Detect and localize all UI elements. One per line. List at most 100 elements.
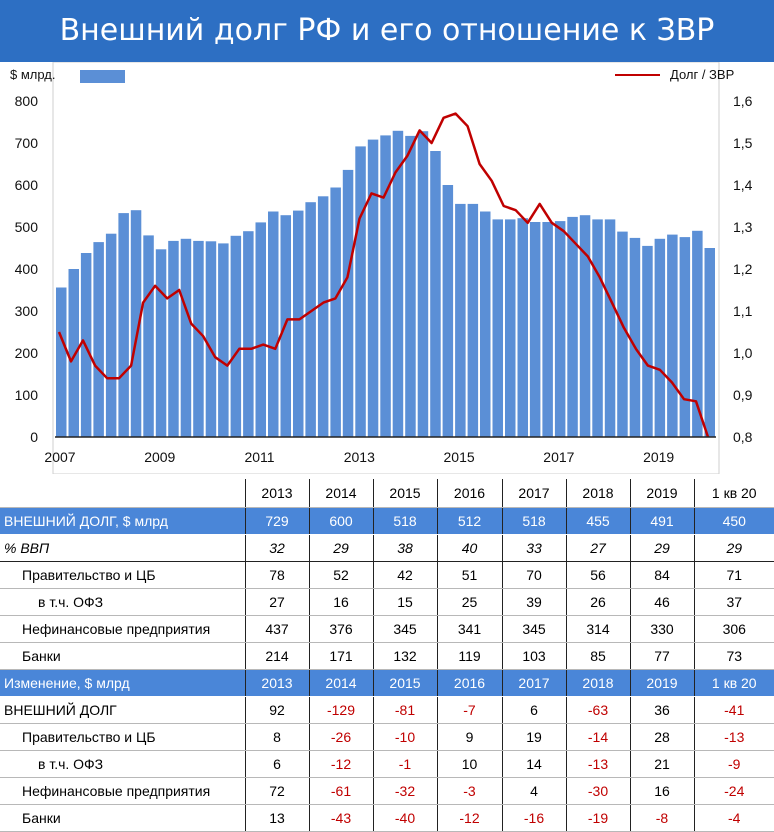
value-cell: -10 bbox=[372, 723, 437, 751]
row-label: Правительство и ЦБ bbox=[0, 561, 245, 589]
value-cell: 345 bbox=[372, 615, 437, 643]
chart-title: Внешний долг РФ и его отношение к ЗВР bbox=[59, 13, 715, 48]
bar bbox=[380, 135, 391, 437]
value-cell: 32 bbox=[244, 534, 309, 562]
row-label: Правительство и ЦБ bbox=[0, 723, 245, 751]
value-cell: 119 bbox=[436, 642, 502, 670]
value-cell: 19 bbox=[501, 723, 566, 751]
legend-bar-swatch bbox=[80, 70, 125, 83]
value-cell: 600 bbox=[308, 507, 373, 535]
value-cell: 171 bbox=[308, 642, 373, 670]
table-row: Нефинансовые предприятия 437 376 345 341 345 3… bbox=[0, 615, 774, 643]
bar bbox=[480, 211, 491, 437]
value-cell: 376 bbox=[308, 615, 373, 643]
table-row: в т.ч. ОФЗ 6 -12 -1 10 14 -13 21 -9 bbox=[0, 750, 774, 778]
value-cell: -81 bbox=[372, 696, 437, 724]
value-cell: 306 bbox=[693, 615, 774, 643]
value-cell: 39 bbox=[501, 588, 566, 616]
bar bbox=[667, 234, 678, 437]
value-cell: 42 bbox=[372, 561, 437, 589]
bar bbox=[405, 135, 416, 437]
row-label: Банки bbox=[0, 642, 245, 670]
bar bbox=[592, 219, 603, 437]
y2-tick-label: 1,6 bbox=[733, 93, 753, 109]
table-row: Банки 214 171 132 119 103 85 77 73 bbox=[0, 642, 774, 670]
legend: $ млрд. Долг / ЗВР bbox=[10, 67, 734, 83]
value-cell: 52 bbox=[308, 561, 373, 589]
bar bbox=[193, 240, 204, 437]
value-cell: -30 bbox=[565, 777, 630, 805]
value-cell: 10 bbox=[436, 750, 502, 778]
bar bbox=[654, 238, 666, 437]
bar bbox=[704, 248, 715, 437]
row-label: Нефинансовые предприятия bbox=[0, 615, 245, 643]
year-header: 2017 bbox=[501, 669, 566, 697]
y2-tick-label: 1,2 bbox=[733, 261, 753, 277]
bar bbox=[342, 169, 354, 437]
value-cell: -9 bbox=[693, 750, 774, 778]
value-cell: 25 bbox=[436, 588, 502, 616]
bar bbox=[417, 131, 429, 437]
bar bbox=[529, 222, 541, 437]
value-cell: -19 bbox=[565, 804, 630, 832]
change-header-label: Изменение, $ млрд bbox=[0, 669, 245, 697]
y-tick-label: 500 bbox=[15, 219, 39, 235]
data-table: 2013 2014 2015 2016 2017 2018 2019 1 кв 20 ВНЕШН… bbox=[0, 479, 774, 832]
bar bbox=[168, 240, 179, 437]
y2-tick-label: 1,1 bbox=[733, 303, 753, 319]
value-cell: 78 bbox=[244, 561, 309, 589]
year-header: 2015 bbox=[372, 669, 437, 697]
year-header: 2016 bbox=[436, 669, 502, 697]
value-cell: 314 bbox=[565, 615, 630, 643]
table-row: Правительство и ЦБ 78 52 42 51 70 56 84 71 bbox=[0, 561, 774, 589]
change-header-row: Изменение, $ млрд 2013 2014 2015 2016 2017 201… bbox=[0, 669, 774, 697]
value-cell: -32 bbox=[372, 777, 437, 805]
value-cell: -13 bbox=[565, 750, 630, 778]
y2-tick-label: 1,3 bbox=[733, 219, 753, 235]
value-cell: -12 bbox=[308, 750, 373, 778]
bar bbox=[205, 241, 217, 437]
x-tick-label: 2015 bbox=[444, 449, 475, 465]
row-label: в т.ч. ОФЗ bbox=[0, 750, 245, 778]
value-cell: 85 bbox=[565, 642, 630, 670]
value-cell: 6 bbox=[501, 696, 566, 724]
debt-chart: 0 100 200 300 400 500 600 700 800 0,8 0,9 1,0 1,1 1,2… bbox=[0, 62, 774, 474]
bars-group bbox=[56, 130, 715, 438]
bar bbox=[105, 233, 117, 437]
value-cell: 29 bbox=[693, 534, 774, 562]
table-row: ВНЕШНИЙ ДОЛГ, $ млрд 729 600 518 512 518 455 49… bbox=[0, 507, 774, 535]
value-cell: -8 bbox=[629, 804, 694, 832]
value-cell: 46 bbox=[629, 588, 694, 616]
line-group bbox=[57, 112, 710, 438]
bar bbox=[255, 222, 266, 437]
value-cell: -4 bbox=[693, 804, 774, 832]
value-cell: 27 bbox=[244, 588, 309, 616]
value-cell: 345 bbox=[501, 615, 566, 643]
bar bbox=[517, 218, 528, 437]
value-cell: 437 bbox=[244, 615, 309, 643]
value-cell: -24 bbox=[693, 777, 774, 805]
value-cell: 512 bbox=[436, 507, 502, 535]
value-cell: 16 bbox=[629, 777, 694, 805]
bar bbox=[505, 219, 516, 437]
value-cell: 28 bbox=[629, 723, 694, 751]
value-cell: 29 bbox=[308, 534, 373, 562]
y-tick-label: 600 bbox=[15, 177, 39, 193]
bar bbox=[554, 221, 566, 437]
bar bbox=[118, 213, 129, 437]
value-cell: -43 bbox=[308, 804, 373, 832]
table-row: в т.ч. ОФЗ 27 16 15 25 39 26 46 37 bbox=[0, 588, 774, 616]
value-cell: -41 bbox=[693, 696, 774, 724]
bar bbox=[305, 202, 316, 437]
bar bbox=[467, 203, 479, 437]
y2-tick-label: 0,8 bbox=[733, 429, 753, 445]
value-cell: -40 bbox=[372, 804, 437, 832]
year-header: 2018 bbox=[565, 669, 630, 697]
x-tick-label: 2017 bbox=[543, 449, 574, 465]
value-cell: 84 bbox=[629, 561, 694, 589]
value-cell: -3 bbox=[436, 777, 502, 805]
table-row: Правительство и ЦБ 8 -26 -10 9 19 -14 28 -13 bbox=[0, 723, 774, 751]
row-label: в т.ч. ОФЗ bbox=[0, 588, 245, 616]
value-cell: 27 bbox=[565, 534, 630, 562]
value-cell: 103 bbox=[501, 642, 566, 670]
